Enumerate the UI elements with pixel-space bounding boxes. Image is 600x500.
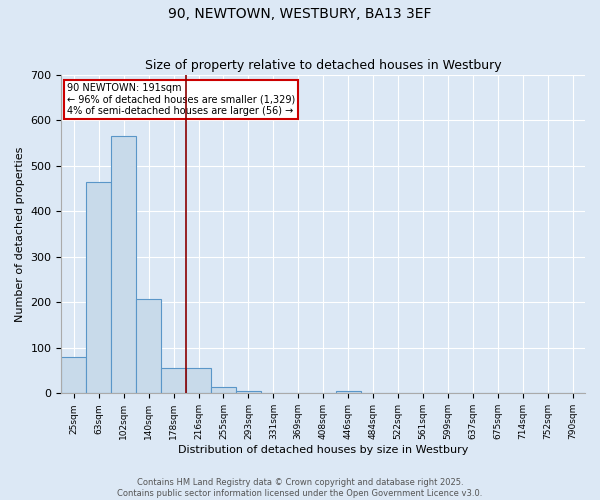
Bar <box>61 357 86 394</box>
Text: Contains HM Land Registry data © Crown copyright and database right 2025.
Contai: Contains HM Land Registry data © Crown c… <box>118 478 482 498</box>
Title: Size of property relative to detached houses in Westbury: Size of property relative to detached ho… <box>145 59 502 72</box>
Text: 90 NEWTOWN: 191sqm
← 96% of detached houses are smaller (1,329)
4% of semi-detac: 90 NEWTOWN: 191sqm ← 96% of detached hou… <box>67 82 295 116</box>
X-axis label: Distribution of detached houses by size in Westbury: Distribution of detached houses by size … <box>178 445 469 455</box>
Bar <box>236 391 261 394</box>
Bar <box>161 368 186 394</box>
Y-axis label: Number of detached properties: Number of detached properties <box>15 146 25 322</box>
Bar <box>335 391 361 394</box>
Text: 90, NEWTOWN, WESTBURY, BA13 3EF: 90, NEWTOWN, WESTBURY, BA13 3EF <box>168 8 432 22</box>
Bar <box>111 136 136 394</box>
Bar <box>86 182 111 394</box>
Bar <box>136 299 161 394</box>
Bar <box>211 386 236 394</box>
Bar <box>186 368 211 394</box>
